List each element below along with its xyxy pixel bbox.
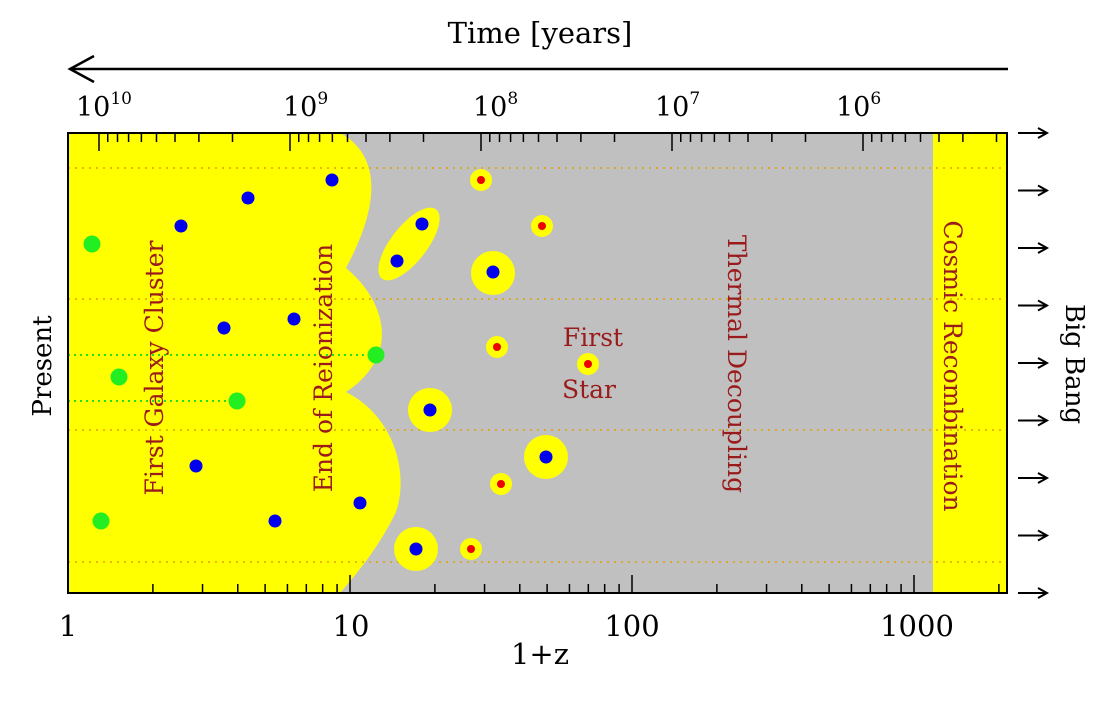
- right-arrows: [1018, 127, 1050, 599]
- bottom-tick-label-10: 10: [333, 609, 370, 643]
- end-of-reionization-label: End of Reionization: [309, 244, 338, 493]
- guide-lines: [68, 167, 1007, 563]
- first-star-label-line2: Star: [562, 375, 616, 404]
- right-arrow: [1018, 414, 1050, 427]
- plot-frame: [67, 132, 1008, 594]
- bottom-tick-label-100: 100: [604, 609, 659, 643]
- first-star-label-line1: First: [563, 323, 623, 352]
- right-arrow: [1018, 242, 1050, 254]
- thermal-decoupling-label: Thermal Decoupling: [722, 235, 751, 493]
- top-tick-label-1e6: 106: [836, 89, 881, 123]
- bottom-tick-label-1: 1: [59, 609, 77, 643]
- bottom-tick-label-1000: 1000: [880, 609, 954, 643]
- right-arrow: [1018, 472, 1050, 484]
- cosmic-recombination-label: Cosmic Recombination: [938, 220, 967, 511]
- right-arrow: [1018, 184, 1050, 197]
- right-arrow: [1018, 299, 1050, 312]
- top-axis-ticks: [98, 133, 998, 151]
- first-stars: [467, 176, 592, 553]
- recombination-region: [933, 133, 1007, 593]
- first-galaxy-cluster-label: First Galaxy Cluster: [140, 241, 169, 496]
- bottom-axis-labels: 1 10 100 1000: [59, 609, 954, 643]
- big-bang-label: Big Bang: [1059, 304, 1089, 424]
- present-label: Present: [28, 315, 58, 417]
- top-tick-label-1e10: 1010: [76, 89, 132, 123]
- bottom-axis-ticks: [67, 575, 1000, 593]
- reionized-region: [68, 133, 401, 593]
- time-arrow: [67, 54, 1008, 84]
- top-tick-label-1e9: 109: [283, 89, 328, 123]
- top-tick-label-1e8: 108: [473, 89, 518, 123]
- right-arrow: [1018, 357, 1050, 369]
- right-arrow: [1018, 127, 1050, 139]
- right-arrow: [1018, 587, 1050, 599]
- top-axis-labels: 1010 109 108 107 106: [76, 89, 881, 123]
- right-arrow: [1018, 529, 1050, 542]
- top-tick-label-1e7: 107: [655, 89, 700, 123]
- galaxies: [174, 173, 553, 556]
- bottom-axis-title: 1+z: [511, 637, 569, 671]
- region-labels: First Galaxy Cluster End of Reionization…: [140, 220, 967, 511]
- top-axis-title: Time [years]: [448, 16, 633, 50]
- cluster-lines: [68, 354, 376, 402]
- cluster-galaxies: [83, 235, 385, 530]
- plot-area: [68, 133, 1007, 593]
